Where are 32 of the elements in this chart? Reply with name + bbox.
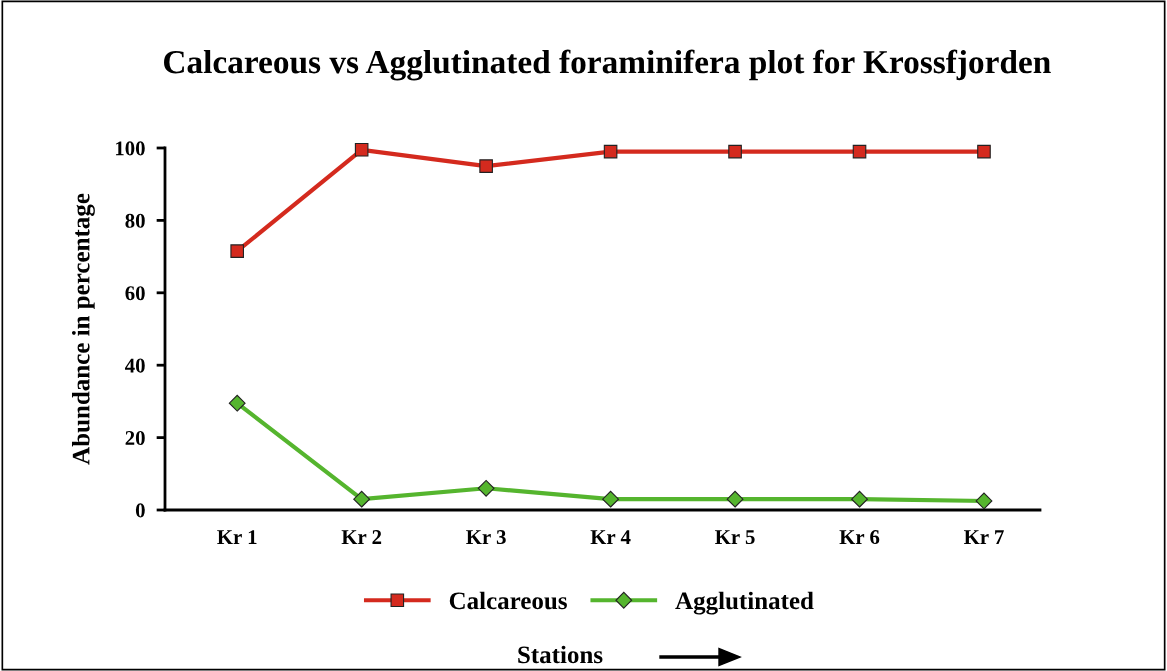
y-tick-label: 80 <box>125 213 145 228</box>
point <box>477 479 495 497</box>
y-tick-label: 100 <box>115 141 145 156</box>
point <box>228 394 246 412</box>
x-tick-label: Kr 7 <box>963 530 1004 544</box>
point <box>603 144 618 159</box>
point <box>852 144 867 159</box>
y-tick-label: 40 <box>125 358 145 373</box>
x-tick-label: Kr 6 <box>839 530 880 545</box>
point <box>353 490 371 508</box>
point <box>728 144 742 159</box>
point <box>975 492 993 510</box>
point <box>230 244 244 258</box>
point <box>726 490 744 508</box>
legend-label: Calcareous <box>449 591 567 610</box>
x-tick-label: Kr 4 <box>590 530 631 544</box>
point <box>977 144 991 159</box>
point <box>602 490 620 508</box>
x-tick-label: Kr 1 <box>217 530 257 544</box>
y-tick-label: 20 <box>125 430 145 446</box>
point <box>851 490 868 508</box>
point <box>479 159 493 173</box>
y-tick-label: 0 <box>135 503 145 518</box>
x-tick-label: Kr 3 <box>466 530 506 545</box>
legend-label: Agglutinated <box>675 591 814 615</box>
x-tick-label: Kr 5 <box>715 530 755 545</box>
x-tick-label: Kr 2 <box>341 530 382 544</box>
y-axis-title: Abundance in percentage <box>71 193 95 465</box>
chart-title: Calcareous vs Agglutinated foraminifera plot for Krossfjorden <box>164 49 1051 81</box>
point <box>354 143 369 157</box>
y-tick-label: 60 <box>125 286 145 301</box>
x-axis-title: Stations <box>518 645 603 664</box>
